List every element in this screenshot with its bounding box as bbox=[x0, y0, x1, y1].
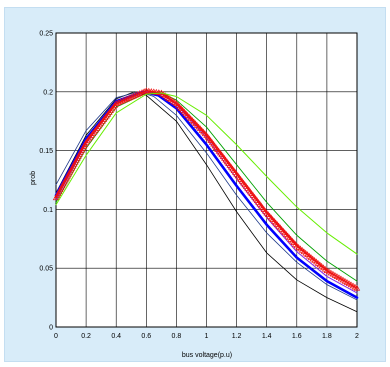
y-tick-label: 0.25 bbox=[39, 31, 53, 38]
triangle-marker bbox=[113, 100, 120, 106]
triangle-marker bbox=[121, 96, 128, 103]
series-markers-5 bbox=[52, 87, 361, 291]
series-line-4 bbox=[55, 92, 358, 282]
y-tick-label: 0.15 bbox=[39, 148, 53, 155]
triangle-marker bbox=[128, 93, 135, 100]
x-tick-label: 1 bbox=[205, 333, 209, 340]
y-tick-label: 0.05 bbox=[39, 266, 53, 273]
y-tick-label: 0.1 bbox=[43, 207, 53, 214]
triangle-marker bbox=[132, 91, 139, 98]
tick-labels: 0 0.2 0.4 0.6 0.8 1 1.2 1.4 1.6 1.8 2 0 0.05 0.1 0.15 0… bbox=[39, 31, 359, 341]
triangle-marker bbox=[138, 89, 146, 95]
x-tick-label: 0.4 bbox=[111, 333, 121, 340]
triangle-marker bbox=[134, 90, 141, 97]
x-tick-label: 0.8 bbox=[172, 333, 182, 340]
x-tick-label: 0.2 bbox=[81, 333, 91, 340]
y-tick-label: 0 bbox=[49, 325, 53, 332]
x-tick-label: 0.6 bbox=[141, 333, 151, 340]
series-line-6 bbox=[55, 92, 358, 255]
series-line-0 bbox=[55, 91, 358, 313]
x-axis-label: bus voltage(p.u) bbox=[182, 352, 232, 359]
triangle-marker bbox=[115, 99, 122, 106]
x-tick-label: 1.6 bbox=[292, 333, 302, 340]
triangle-marker bbox=[119, 97, 126, 104]
triangle-marker bbox=[130, 92, 137, 99]
y-tick-label: 0.2 bbox=[43, 89, 53, 96]
x-tick-label: 1.4 bbox=[262, 333, 272, 340]
triangle-marker bbox=[123, 95, 131, 102]
triangle-marker bbox=[117, 98, 124, 105]
triangle-marker bbox=[136, 90, 144, 96]
series-line-1 bbox=[55, 91, 358, 301]
x-tick-label: 2 bbox=[355, 333, 359, 340]
triangle-marker bbox=[353, 284, 361, 291]
triangle-marker bbox=[140, 88, 148, 94]
x-tick-label: 1.8 bbox=[322, 333, 332, 340]
x-tick-label: 0 bbox=[54, 333, 58, 340]
x-tick-label: 1.2 bbox=[232, 333, 242, 340]
axes-box bbox=[55, 32, 358, 328]
grid-lines bbox=[55, 32, 358, 328]
triangle-marker bbox=[125, 94, 133, 101]
data-series bbox=[52, 87, 361, 313]
y-axis-label: prob bbox=[30, 171, 37, 185]
